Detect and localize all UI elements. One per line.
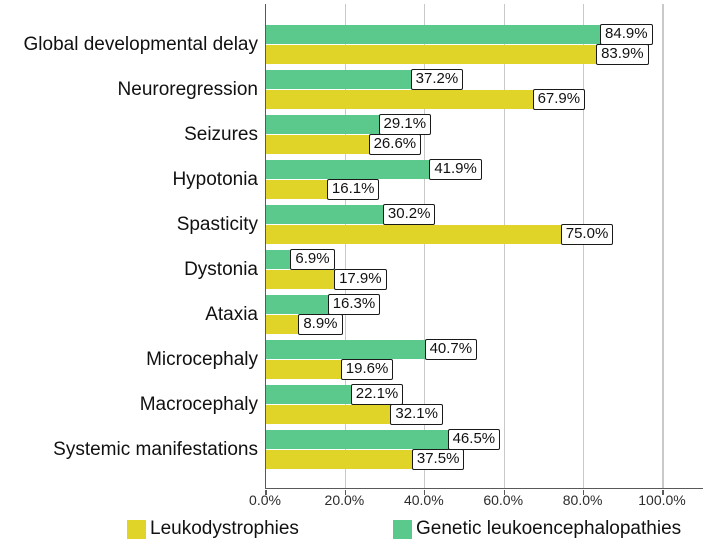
- legend-item-genetic-leukoencephalopathies: Genetic leukoencephalopathies: [393, 518, 681, 540]
- bar-leukodystrophies: [266, 405, 394, 424]
- category-label: Systemic manifestations: [53, 438, 258, 460]
- axis-tick-20: [344, 490, 347, 495]
- bar-leukodystrophies: [266, 180, 330, 199]
- x-tick-label: 80.0%: [562, 492, 603, 508]
- bar-genetic-leukoencephalopathies: [266, 205, 386, 224]
- bar-leukodystrophies: [266, 360, 344, 379]
- bar-genetic-leukoencephalopathies: [266, 115, 382, 134]
- value-label: 37.2%: [410, 68, 464, 90]
- value-label: 30.2%: [382, 203, 436, 225]
- category-label: Ataxia: [205, 303, 258, 325]
- x-tick-label: 20.0%: [324, 492, 365, 508]
- axis-tick-60: [503, 490, 505, 495]
- x-tick-label: 40.0%: [403, 492, 444, 508]
- value-label: 17.9%: [334, 268, 387, 290]
- bar-genetic-leukoencephalopathies: [266, 385, 354, 404]
- bar-genetic-leukoencephalopathies: [266, 295, 331, 314]
- gridline-60: [503, 4, 505, 488]
- axis-tick-100: [662, 490, 664, 495]
- gridline-100: [662, 4, 664, 488]
- category-axis-labels: Global developmental delay Neuroregressio…: [0, 4, 259, 489]
- bar-genetic-leukoencephalopathies: [266, 25, 604, 44]
- bar-genetic-leukoencephalopathies: [266, 340, 428, 359]
- bar-genetic-leukoencephalopathies: [266, 160, 433, 179]
- legend-label: Genetic leukoencephalopathies: [416, 518, 682, 539]
- bar-leukodystrophies: [266, 45, 600, 64]
- axis-tick-0: [265, 490, 267, 495]
- chart-legend: Leukodystrophies Genetic leukoencephalop…: [0, 518, 708, 542]
- value-label: 8.9%: [298, 313, 343, 335]
- value-label: 37.5%: [411, 448, 465, 470]
- category-label: Global developmental delay: [23, 33, 259, 55]
- axis-tick-40: [424, 490, 426, 495]
- x-axis-tick-labels: 0.0% 20.0% 40.0% 60.0% 80.0% 100.0%: [0, 492, 708, 510]
- bar-leukodystrophies: [266, 90, 536, 109]
- value-label: 16.3%: [327, 293, 381, 315]
- value-label: 29.1%: [378, 113, 432, 135]
- bar-genetic-leukoencephalopathies: [266, 70, 414, 89]
- value-label: 32.1%: [390, 403, 443, 425]
- gridline-80: [582, 4, 585, 488]
- category-label: Microcephaly: [146, 348, 258, 370]
- value-label: 84.9%: [600, 23, 653, 45]
- bar-genetic-leukoencephalopathies: [266, 430, 451, 449]
- value-label: 22.1%: [350, 383, 404, 405]
- value-label: 6.9%: [290, 248, 335, 270]
- bar-leukodystrophies: [266, 225, 564, 244]
- x-tick-label: 100.0%: [638, 492, 686, 508]
- legend-swatch-genetic-leukoencephalopathies: [393, 519, 412, 539]
- category-label: Hypotonia: [172, 168, 258, 190]
- gridline-40: [424, 4, 426, 488]
- value-label: 46.5%: [447, 428, 501, 450]
- category-label: Macrocephaly: [139, 393, 258, 415]
- x-tick-label: 0.0%: [249, 492, 281, 508]
- gridline-20: [344, 4, 347, 488]
- value-label: 40.7%: [424, 338, 478, 360]
- x-tick-label: 60.0%: [483, 492, 524, 508]
- value-label: 67.9%: [532, 88, 586, 110]
- legend-label: Leukodystrophies: [150, 518, 299, 539]
- category-label: Neuroregression: [117, 78, 258, 100]
- bar-leukodystrophies: [266, 135, 372, 154]
- value-label: 26.6%: [368, 133, 422, 155]
- value-label: 75.0%: [560, 223, 614, 245]
- axis-tick-80: [582, 490, 585, 495]
- bar-leukodystrophies: [266, 450, 415, 469]
- bar-genetic-leukoencephalopathies: [266, 250, 294, 269]
- value-label: 41.9%: [429, 158, 482, 180]
- category-label: Seizures: [184, 123, 258, 145]
- value-label: 19.6%: [340, 358, 394, 380]
- category-label: Dystonia: [184, 258, 258, 280]
- value-label: 83.9%: [596, 43, 649, 65]
- bar-leukodystrophies: [266, 270, 338, 289]
- plot-area: 84.9% 83.9% 37.2% 67.9% 29.1% 26.6% 41.9% 16.1%…: [265, 4, 703, 495]
- bar-leukodystrophies: [266, 315, 302, 334]
- value-label: 16.1%: [326, 178, 380, 200]
- category-label: Spasticity: [176, 213, 258, 235]
- legend-swatch-leukodystrophies: [127, 519, 146, 539]
- legend-item-leukodystrophies: Leukodystrophies: [127, 518, 299, 540]
